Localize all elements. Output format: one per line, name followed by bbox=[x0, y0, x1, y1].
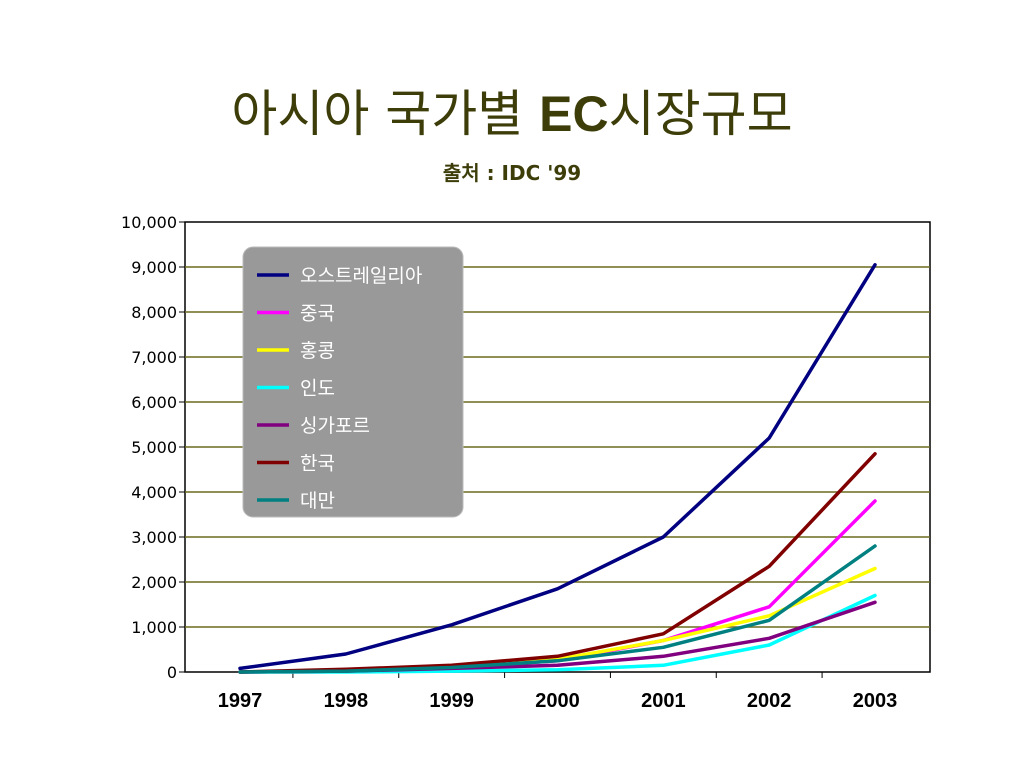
x-tick-label: 2003 bbox=[853, 690, 898, 712]
y-tick-label: 7,000 bbox=[131, 348, 177, 367]
series-line bbox=[238, 544, 877, 674]
x-axis: 1997 1998 1999 2000 2001 2002 2003 bbox=[218, 672, 898, 712]
x-tick-label: 1997 bbox=[218, 690, 263, 712]
y-tick-label: 10,000 bbox=[121, 213, 177, 232]
title-prefix: 아시아 국가별 bbox=[231, 85, 540, 143]
legend-label: 한국 bbox=[300, 453, 335, 475]
y-tick-label: 9,000 bbox=[131, 258, 177, 277]
legend-label: 중국 bbox=[300, 303, 335, 325]
y-tick-label: 1,000 bbox=[131, 618, 177, 637]
slide-title: 아시아 국가별 EC시장규모 bbox=[0, 82, 1024, 146]
y-tick-label: 0 bbox=[167, 663, 177, 682]
legend-label: 대만 bbox=[300, 490, 335, 512]
legend-box bbox=[242, 246, 464, 518]
title-bold: EC bbox=[539, 86, 609, 142]
y-tick-label: 5,000 bbox=[131, 438, 177, 457]
series-lines bbox=[238, 263, 877, 674]
x-tick-label: 1998 bbox=[324, 690, 369, 712]
y-tick-label: 6,000 bbox=[131, 393, 177, 412]
slide-subtitle: 출처 : IDC '99 bbox=[442, 161, 582, 185]
x-tick-label: 2002 bbox=[747, 690, 792, 712]
legend-label: 인도 bbox=[300, 378, 335, 400]
y-tick-label: 3,000 bbox=[131, 528, 177, 547]
y-tick-label: 2,000 bbox=[131, 573, 177, 592]
x-tick-label: 2001 bbox=[641, 690, 686, 712]
title-suffix: 시장규모 bbox=[608, 85, 793, 143]
series-line bbox=[238, 452, 877, 674]
x-tick-label: 1999 bbox=[429, 690, 474, 712]
legend-label: 홍콩 bbox=[300, 340, 335, 362]
y-tick-label: 8,000 bbox=[131, 303, 177, 322]
legend-label: 오스트레일리아 bbox=[300, 265, 422, 287]
x-tick-label: 2000 bbox=[535, 690, 580, 712]
y-axis: 0 1,000 2,000 3,000 4,000 5,000 6,000 7,000 8,00… bbox=[121, 213, 185, 682]
legend-label: 싱가포르 bbox=[300, 415, 370, 437]
y-tick-label: 4,000 bbox=[131, 483, 177, 502]
series-line bbox=[238, 263, 877, 671]
